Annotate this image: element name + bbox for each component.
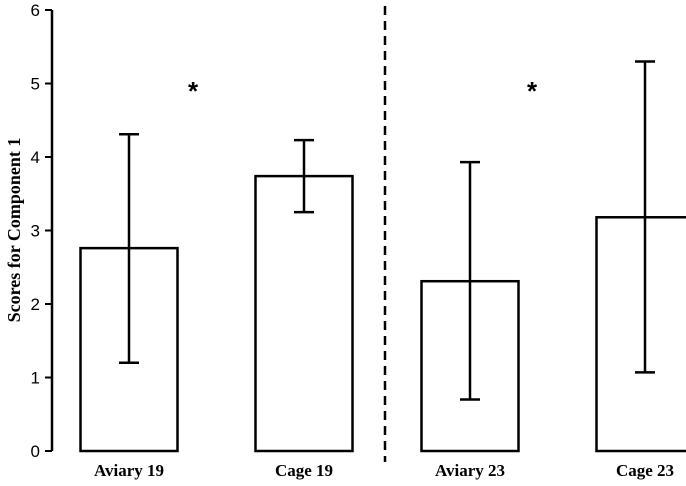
annotations: * *: [188, 6, 538, 462]
category-label: Aviary 23: [435, 461, 505, 480]
y-tick-label: 2: [31, 295, 40, 314]
bar: [595, 216, 686, 453]
bar: [254, 174, 354, 453]
bars: [79, 174, 686, 453]
y-tick-label: 1: [31, 369, 40, 388]
significance-star: *: [188, 76, 199, 106]
y-tick-label: 4: [31, 148, 40, 167]
y-axis-label: Scores for Component 1: [4, 138, 24, 323]
significance-star: *: [527, 76, 538, 106]
y-axis: 0 1 2 3 4 5 6: [31, 1, 54, 461]
y-tick-label: 0: [31, 442, 40, 461]
category-label: Cage 23: [616, 461, 674, 480]
category-label: Cage 19: [275, 461, 333, 480]
y-tick-label: 3: [31, 222, 40, 241]
category-label: Aviary 19: [94, 461, 164, 480]
error-bars: [119, 60, 655, 401]
y-tick-label: 5: [31, 75, 40, 94]
category-labels: Aviary 19 Cage 19 Aviary 23 Cage 23: [94, 461, 674, 480]
y-tick-label: 6: [31, 1, 40, 20]
